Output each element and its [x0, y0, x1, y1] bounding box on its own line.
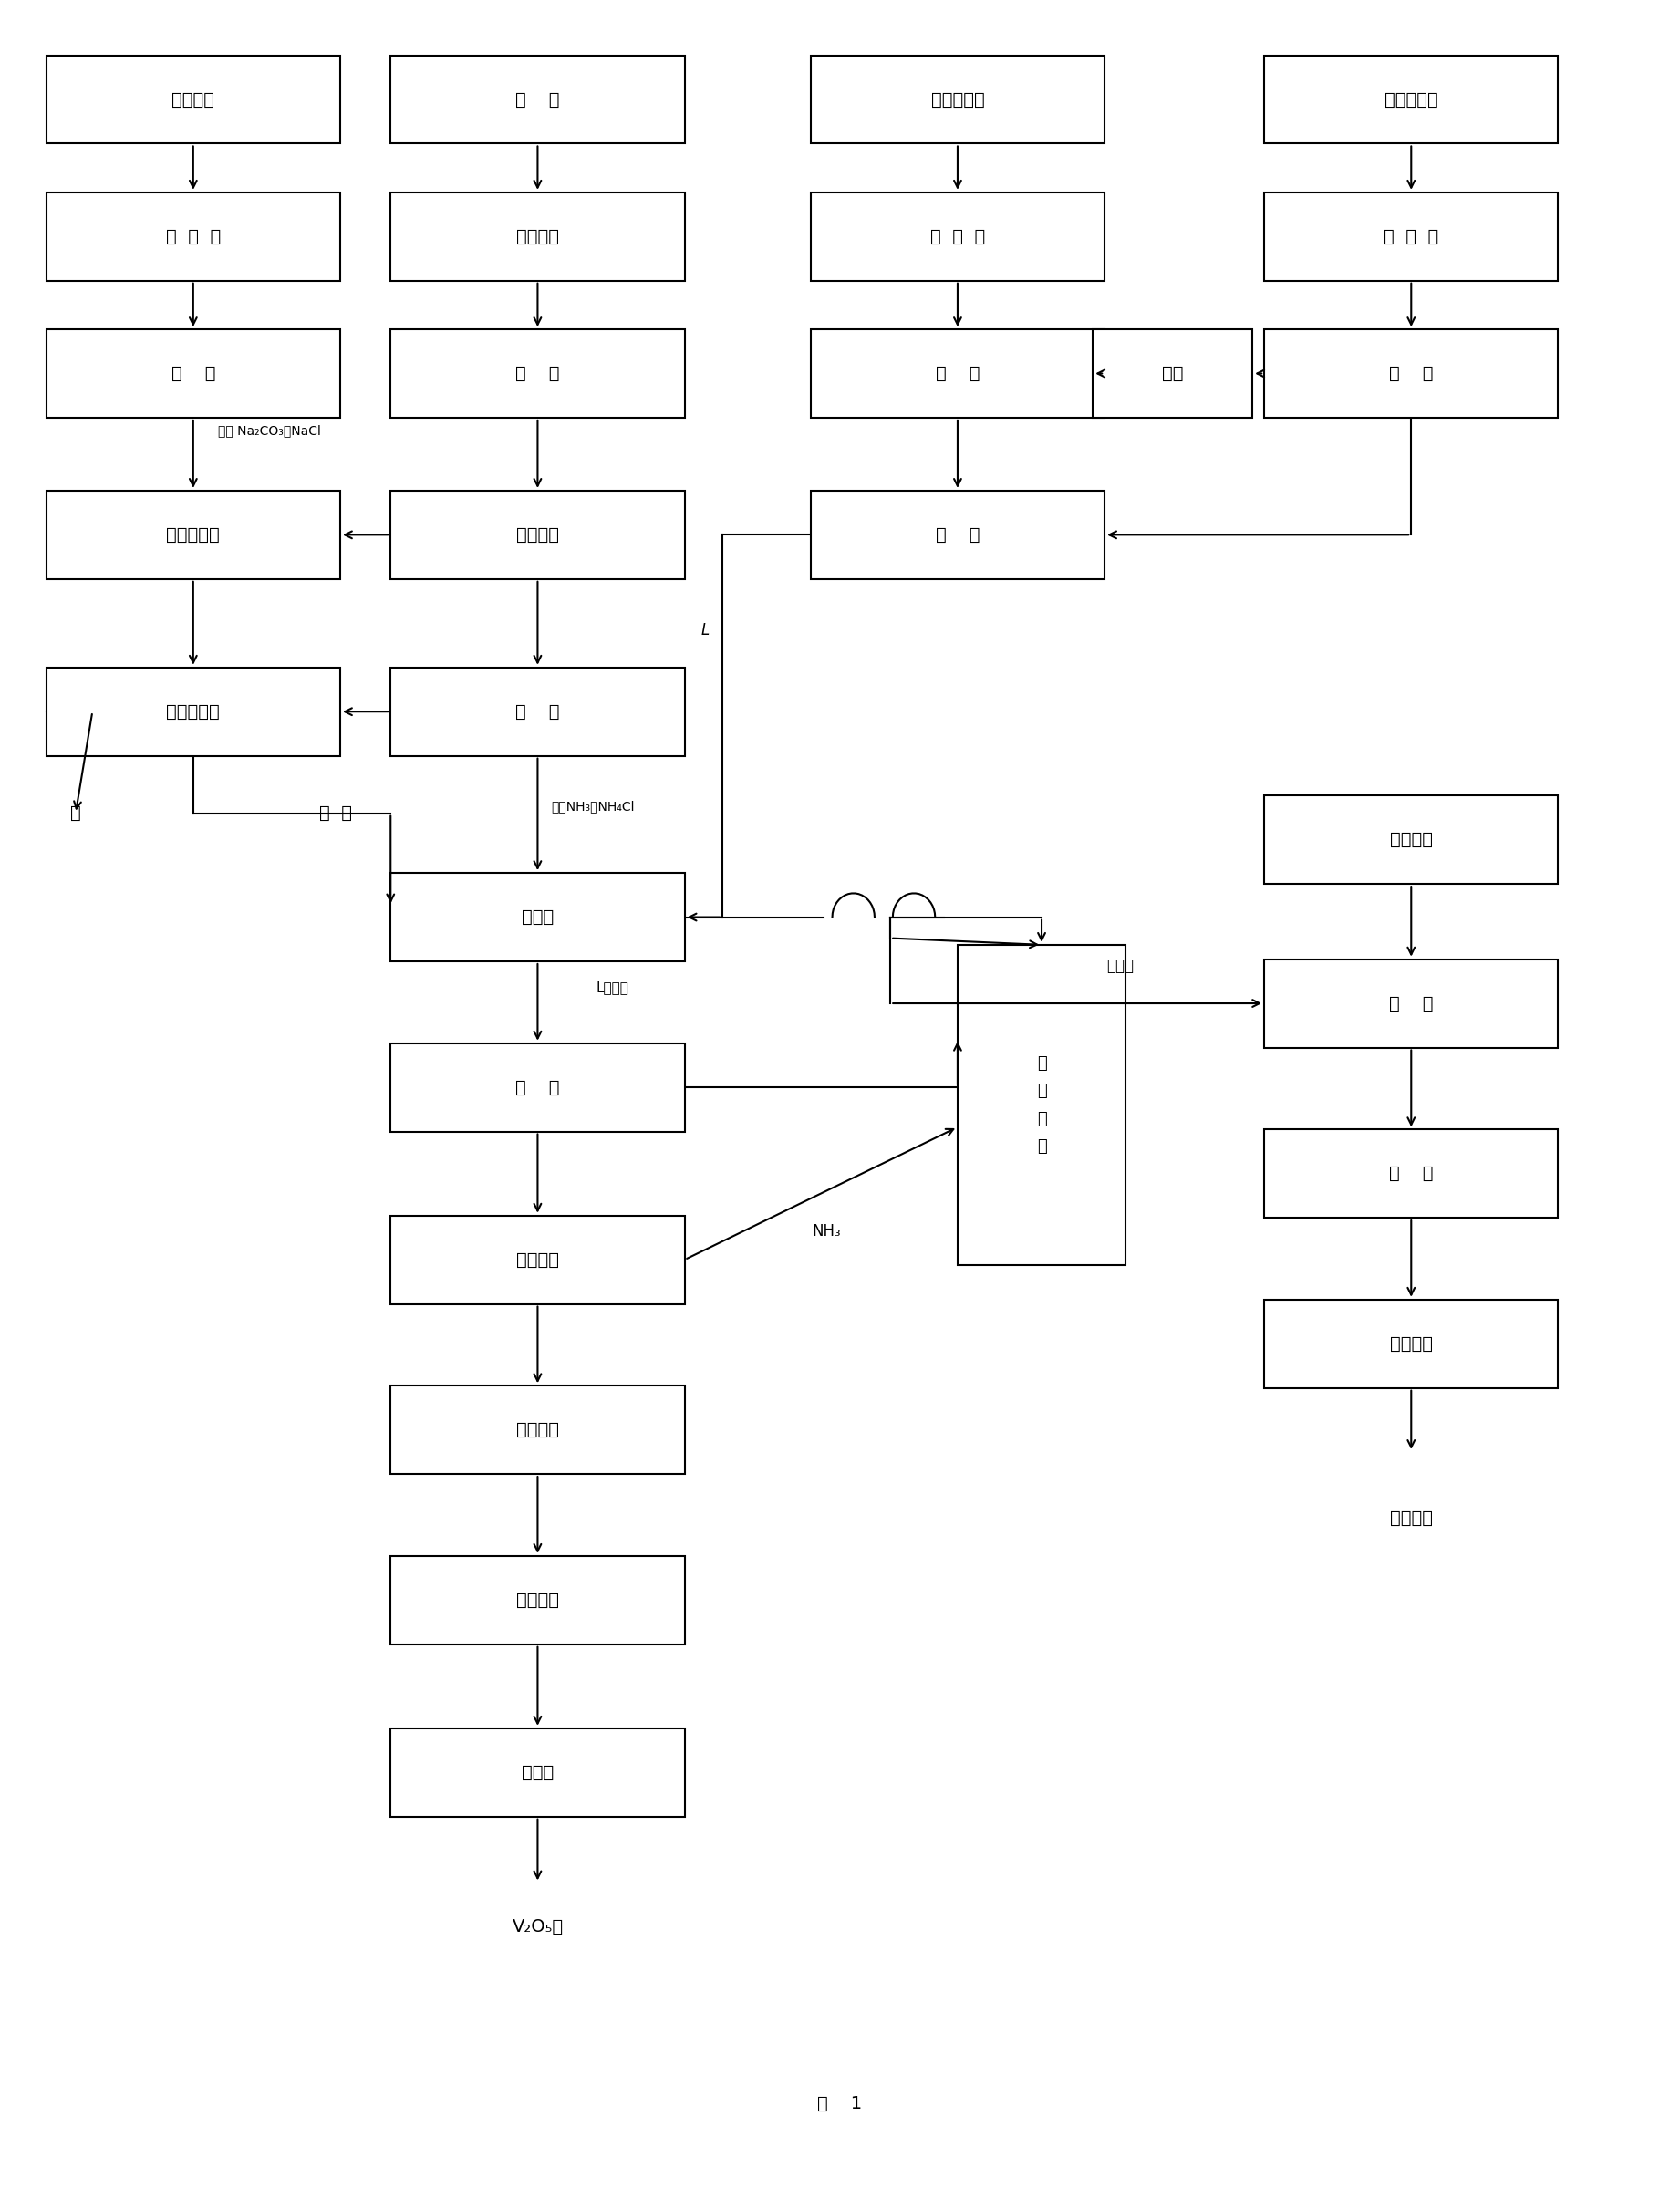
FancyBboxPatch shape [390, 873, 684, 961]
FancyBboxPatch shape [47, 491, 339, 579]
Text: 渣: 渣 [71, 804, 81, 822]
Text: 湿    磨: 湿 磨 [516, 703, 559, 720]
FancyBboxPatch shape [1263, 1299, 1559, 1388]
Text: 图    1: 图 1 [818, 2095, 862, 2113]
FancyBboxPatch shape [390, 667, 684, 756]
FancyBboxPatch shape [1263, 192, 1559, 281]
FancyBboxPatch shape [1263, 1129, 1559, 1218]
Text: 碎    磨: 碎 磨 [516, 365, 559, 382]
FancyBboxPatch shape [47, 192, 339, 281]
FancyBboxPatch shape [390, 329, 684, 418]
Text: 仲馒酸铵: 仲馒酸铵 [1389, 1509, 1433, 1527]
Text: 除杂: 除杂 [1163, 365, 1183, 382]
FancyBboxPatch shape [1263, 959, 1559, 1048]
FancyBboxPatch shape [810, 55, 1104, 144]
FancyBboxPatch shape [958, 946, 1126, 1264]
FancyBboxPatch shape [47, 329, 339, 418]
FancyBboxPatch shape [390, 1043, 684, 1132]
Text: 氧化、钓化: 氧化、钓化 [166, 526, 220, 544]
FancyBboxPatch shape [810, 329, 1104, 418]
FancyBboxPatch shape [390, 491, 684, 579]
Text: 预  处  理: 预 处 理 [1384, 228, 1438, 245]
Text: 有机相槽: 有机相槽 [1389, 831, 1433, 849]
Text: 浸    出: 浸 出 [1389, 365, 1433, 382]
Text: 加入NH₃、NH₄Cl: 加入NH₃、NH₄Cl [551, 800, 635, 813]
FancyBboxPatch shape [1263, 55, 1559, 144]
Text: 闪蒸干燥: 闪蒸干燥 [516, 1251, 559, 1269]
FancyBboxPatch shape [390, 1216, 684, 1304]
FancyBboxPatch shape [390, 192, 684, 281]
Text: 加入 Na₂CO₃、NaCl: 加入 Na₂CO₃、NaCl [218, 424, 321, 438]
Text: 除金属铁: 除金属铁 [516, 526, 559, 544]
FancyBboxPatch shape [810, 192, 1104, 281]
FancyBboxPatch shape [47, 55, 339, 144]
FancyBboxPatch shape [1092, 329, 1252, 418]
FancyBboxPatch shape [1263, 329, 1559, 418]
Text: 沉淠罐: 沉淠罐 [521, 908, 554, 926]
Text: 过    滤: 过 滤 [516, 1078, 559, 1096]
Text: 废催化剂: 废催化剂 [171, 91, 215, 108]
FancyBboxPatch shape [390, 1556, 684, 1644]
Text: 萸    取: 萸 取 [1389, 995, 1433, 1012]
Text: 回  收  油: 回 收 油 [166, 228, 220, 245]
Text: 除杂、浸出: 除杂、浸出 [166, 703, 220, 720]
Text: NH₃: NH₃ [811, 1222, 842, 1240]
FancyBboxPatch shape [390, 55, 684, 144]
Text: 制片机: 制片机 [521, 1764, 554, 1781]
Text: 浓缩结晶: 浓缩结晶 [1389, 1335, 1433, 1353]
Text: 铵
吸
收
塔: 铵 吸 收 塔 [1037, 1054, 1047, 1156]
Text: 油灰、炉灰: 油灰、炉灰 [1384, 91, 1438, 108]
Text: 反    萸: 反 萸 [1389, 1165, 1433, 1182]
Text: 浸    出: 浸 出 [936, 365, 979, 382]
FancyBboxPatch shape [810, 491, 1104, 579]
Text: L: L [701, 621, 709, 639]
FancyBboxPatch shape [1263, 796, 1559, 884]
Text: 除金属铁: 除金属铁 [516, 228, 559, 245]
FancyBboxPatch shape [47, 667, 339, 756]
Text: 红泥、红饼: 红泥、红饼 [931, 91, 984, 108]
Text: 过    滤: 过 滤 [936, 526, 979, 544]
Text: L（液）: L（液） [596, 981, 628, 995]
FancyBboxPatch shape [390, 1386, 684, 1474]
Text: V₂O₅片: V₂O₅片 [512, 1918, 563, 1936]
FancyBboxPatch shape [390, 1728, 684, 1817]
Text: 滤  水: 滤 水 [319, 804, 353, 822]
Text: 预  处  理: 预 处 理 [931, 228, 984, 245]
Text: 钓    渣: 钓 渣 [516, 91, 559, 108]
Text: 碎    磨: 碎 磨 [171, 365, 215, 382]
Text: 闪速燔炼: 闪速燔炼 [516, 1591, 559, 1609]
Text: 萸贫水: 萸贫水 [1107, 957, 1134, 975]
Text: 铵分解炉: 铵分解炉 [516, 1421, 559, 1439]
